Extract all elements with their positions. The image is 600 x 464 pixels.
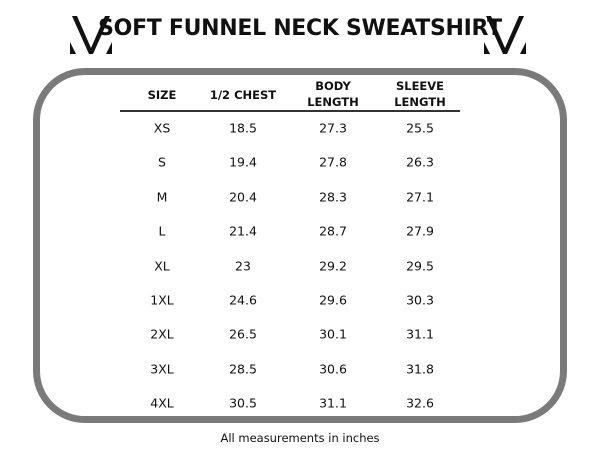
measurement-cell: 29.5 xyxy=(406,258,434,274)
measurement-cell: 28.3 xyxy=(319,189,347,205)
measurement-cell: 21.4 xyxy=(229,223,257,239)
size-label: L xyxy=(158,223,166,239)
header-text: LENGTH xyxy=(307,95,359,109)
size-label: 2XL xyxy=(150,326,174,342)
size-label: M xyxy=(156,189,168,205)
measurement-cell: 30.3 xyxy=(406,292,434,308)
measurement-cell: 18.5 xyxy=(229,120,257,136)
page-title: SOFT FUNNEL NECK SWEATSHIRT xyxy=(98,16,502,41)
column-header: SIZE xyxy=(112,87,212,103)
size-chart-frame xyxy=(33,68,567,423)
measurement-cell: 27.1 xyxy=(406,189,434,205)
measurement-cell: 20.4 xyxy=(229,189,257,205)
measurement-cell: 26.3 xyxy=(406,154,434,170)
measurement-cell: 28.5 xyxy=(229,361,257,377)
header-text: SIZE xyxy=(147,88,177,102)
header-text: SLEEVE xyxy=(395,79,445,93)
size-label: XS xyxy=(153,120,171,136)
measurement-cell: 31.1 xyxy=(406,326,434,342)
measurement-cell: 30.1 xyxy=(319,326,347,342)
measurement-cell: 23 xyxy=(235,258,251,274)
header-text: 1/2 CHEST xyxy=(209,88,277,102)
measurement-cell: 24.6 xyxy=(229,292,257,308)
measurement-cell: 31.1 xyxy=(319,395,347,411)
measurement-cell: 27.9 xyxy=(406,223,434,239)
measurement-cell: 28.7 xyxy=(319,223,347,239)
v-monogram-logo-icon xyxy=(70,16,112,54)
column-header: BODY LENGTH xyxy=(283,78,383,110)
measurement-cell: 30.6 xyxy=(319,361,347,377)
header-divider xyxy=(120,110,460,112)
measurement-cell: 27.8 xyxy=(319,154,347,170)
column-header: 1/2 CHEST xyxy=(193,87,293,103)
size-label: 3XL xyxy=(150,361,174,377)
size-label: 1XL xyxy=(150,292,174,308)
measurement-cell: 29.2 xyxy=(319,258,347,274)
measurement-cell: 26.5 xyxy=(229,326,257,342)
measurement-cell: 19.4 xyxy=(229,154,257,170)
measurement-cell: 32.6 xyxy=(406,395,434,411)
measurement-note: All measurements in inches xyxy=(220,431,380,445)
column-header: SLEEVE LENGTH xyxy=(370,78,470,110)
v-monogram-logo-icon xyxy=(484,16,526,54)
size-label: XL xyxy=(154,258,170,274)
size-label: 4XL xyxy=(150,395,174,411)
measurement-cell: 29.6 xyxy=(319,292,347,308)
header-text: LENGTH xyxy=(394,95,446,109)
measurement-cell: 30.5 xyxy=(229,395,257,411)
measurement-cell: 31.8 xyxy=(406,361,434,377)
measurement-cell: 25.5 xyxy=(406,120,434,136)
header-text: BODY xyxy=(315,79,351,93)
size-label: S xyxy=(158,154,166,170)
measurement-cell: 27.3 xyxy=(319,120,347,136)
